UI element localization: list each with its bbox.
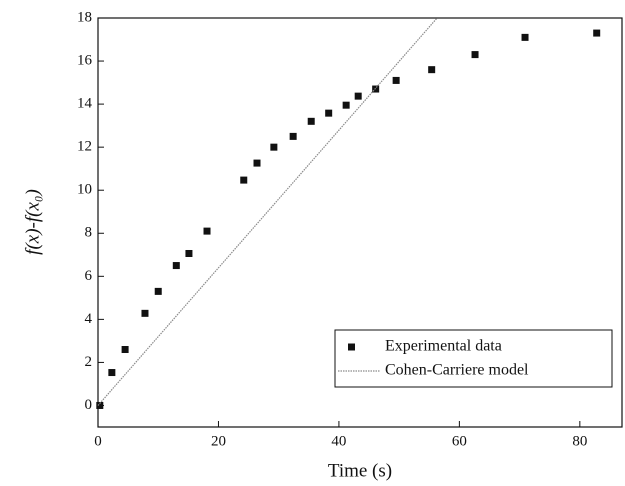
data-point xyxy=(154,287,162,295)
data-point xyxy=(172,262,180,270)
y-tick-label: 16 xyxy=(77,52,93,68)
data-point xyxy=(342,101,350,109)
data-point xyxy=(141,309,149,317)
legend-marker xyxy=(348,343,355,351)
data-point xyxy=(270,143,278,151)
x-tick-label: 20 xyxy=(211,433,226,449)
x-tick-label: 80 xyxy=(572,433,587,449)
data-point xyxy=(354,92,362,100)
x-tick-label: 40 xyxy=(331,433,346,449)
y-tick-label: 2 xyxy=(85,354,93,370)
legend-box xyxy=(334,329,613,388)
data-point xyxy=(307,117,315,125)
data-point xyxy=(121,346,129,354)
data-point xyxy=(428,66,436,74)
legend-label: Experimental data xyxy=(385,338,502,355)
x-tick-label: 0 xyxy=(94,433,102,449)
data-point xyxy=(185,249,193,257)
data-point xyxy=(253,159,261,167)
data-point xyxy=(240,176,248,184)
y-tick-label: 18 xyxy=(77,9,92,25)
x-tick-label: 60 xyxy=(452,433,467,449)
data-point xyxy=(108,369,116,377)
data-point xyxy=(289,132,297,140)
y-tick-label: 0 xyxy=(85,397,93,413)
data-point xyxy=(325,109,333,117)
data-point xyxy=(392,76,400,84)
y-tick-label: 8 xyxy=(85,225,93,241)
y-tick-label: 4 xyxy=(85,311,93,327)
data-point xyxy=(96,401,104,409)
x-axis-label: Time (s) xyxy=(328,460,392,481)
legend-label: Cohen-Carriere model xyxy=(385,362,529,379)
y-tick-label: 12 xyxy=(77,139,92,155)
data-point xyxy=(521,33,529,41)
model-line xyxy=(97,17,438,406)
legend: Experimental data Cohen-Carriere model xyxy=(334,329,613,388)
data-point xyxy=(471,51,479,59)
plot-frame xyxy=(97,17,623,428)
y-tick-label: 6 xyxy=(85,268,93,284)
y-axis-label: f(x)-f(x₀) xyxy=(22,189,43,255)
y-tick-label: 14 xyxy=(77,96,93,112)
y-tick-label: 10 xyxy=(77,182,92,198)
data-point xyxy=(203,227,211,235)
data-point xyxy=(593,29,601,37)
